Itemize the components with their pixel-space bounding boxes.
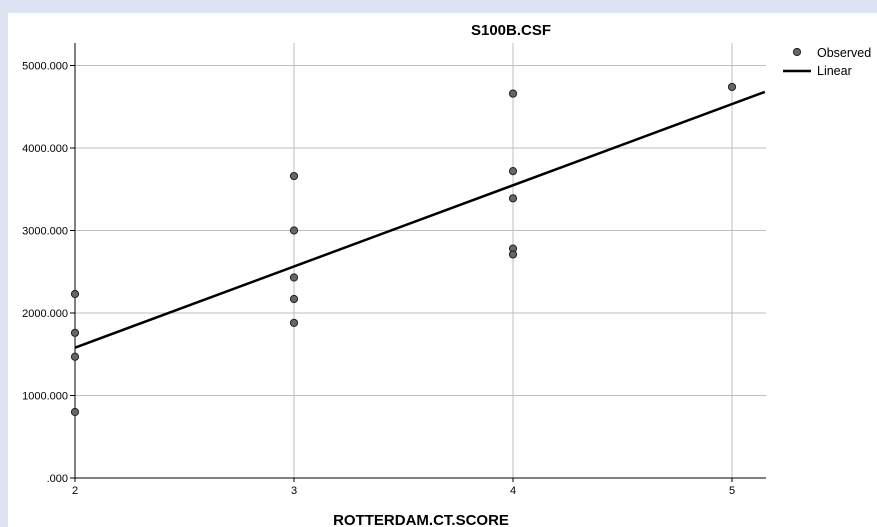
data-point-observed [289,273,299,282]
x-axis-title: ROTTERDAM.CT.SCORE [333,512,509,527]
legend-observed-label: Observed [817,46,871,60]
y-tick-label: .000 [47,473,68,485]
data-point-observed [508,167,518,176]
data-point-observed [727,82,737,92]
legend-observed-marker [792,47,802,57]
y-tick-label: 2000.000 [22,308,68,320]
y-tick-label: 3000.000 [22,226,68,238]
x-tick-label: 3 [291,485,297,497]
data-point-observed [289,226,299,235]
fit-line-linear [74,90,766,349]
tick-layer: .000 1000.000 2000.000 3000.000 4000.000 5000… [22,61,735,498]
data-point-observed [508,194,518,203]
axis-layer [74,43,766,479]
y-tick-label: 5000.000 [22,61,68,73]
data-point-observed [508,250,518,259]
data-point-observed [289,171,299,181]
data-point-observed [70,407,80,417]
legend-linear-label: Linear [817,64,852,78]
fit-line-layer [74,90,766,349]
point-layer [70,82,737,417]
data-point-observed [289,294,299,304]
x-tick-label: 2 [72,485,78,497]
data-point-observed [289,318,299,327]
legend: Observed Linear [783,46,871,78]
data-point-observed [70,328,80,337]
data-point-observed [70,289,80,299]
data-point-observed [70,352,80,361]
data-point-observed [508,89,518,98]
y-tick-label: 1000.000 [22,391,68,403]
x-tick-label: 5 [729,485,735,497]
grid-layer [75,43,766,478]
y-tick-label: 4000.000 [22,143,68,155]
x-tick-label: 4 [510,485,516,497]
chart-title: S100B.CSF [471,22,551,39]
